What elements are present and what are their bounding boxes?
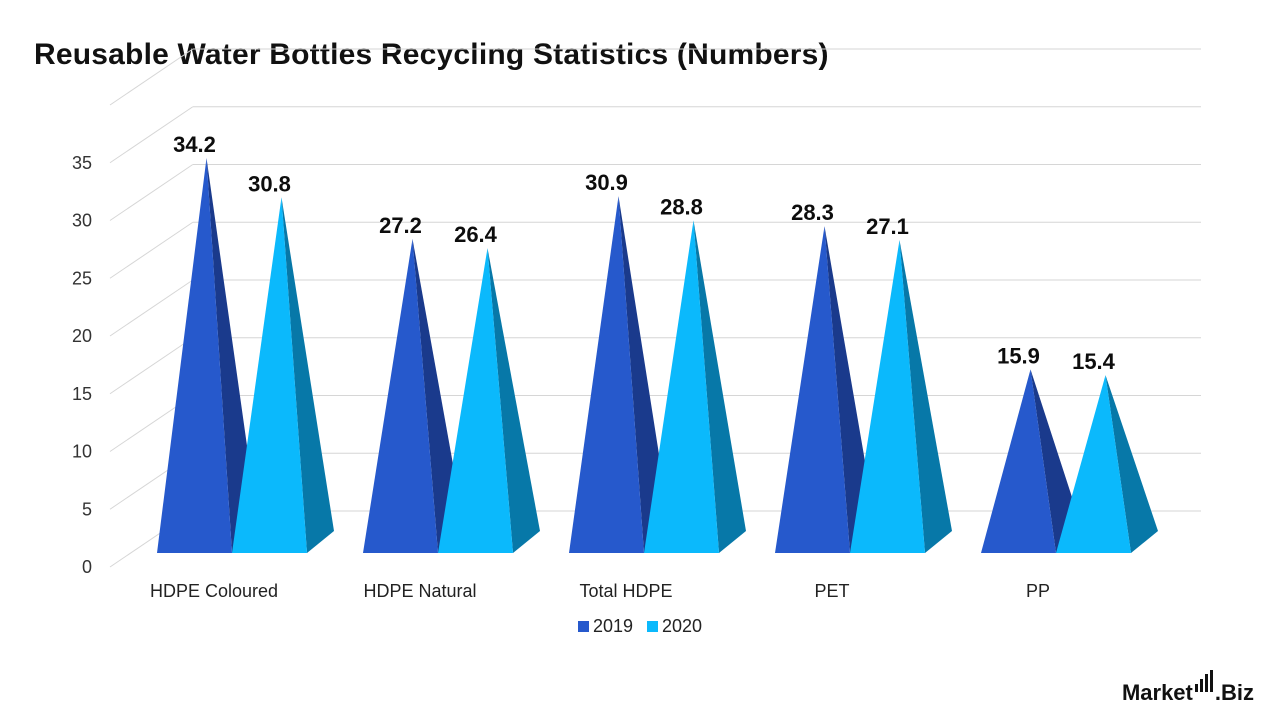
x-tick-label-hdpe-coloured: HDPE Coloured <box>150 581 278 601</box>
gridline-floor-40 <box>109 48 194 106</box>
pyramid-hdpe-coloured-2020: 30.8 <box>232 171 334 553</box>
brand-logo: Market .Biz <box>1122 670 1254 706</box>
pyramid-pp-2020: 15.4 <box>1056 349 1158 553</box>
legend-label-2019: 2019 <box>592 616 633 636</box>
legend-swatch-2020 <box>647 621 658 632</box>
pyramid-front-hdpe-natural-2019 <box>363 238 438 553</box>
legend-item-2019: 2019 <box>577 616 633 637</box>
data-label-pet-2020: 27.1 <box>866 214 909 239</box>
pyramid-side-hdpe-natural-2020 <box>487 248 540 553</box>
data-label-pp-2020: 15.4 <box>1072 349 1116 374</box>
y-tick-label: 0 <box>82 557 92 577</box>
y-tick-label: 20 <box>72 326 92 346</box>
data-label-hdpe-natural-2020: 26.4 <box>454 222 498 247</box>
y-tick-label: 30 <box>72 211 92 231</box>
legend-item-2020: 2020 <box>647 616 702 637</box>
data-label-total-hdpe-2019: 30.9 <box>585 170 628 195</box>
legend: 2019 2020 <box>0 616 1280 637</box>
data-label-pp-2019: 15.9 <box>997 343 1040 368</box>
legend-label-2020: 2020 <box>662 616 703 636</box>
data-label-hdpe-coloured-2019: 34.2 <box>173 132 216 157</box>
gridline-floor-25 <box>109 221 194 279</box>
pyramid-front-hdpe-coloured-2020 <box>232 197 307 553</box>
pyramid-side-pet-2020 <box>899 239 952 553</box>
pyramid-front-pet-2020 <box>850 239 925 553</box>
y-tick-label: 5 <box>82 499 92 519</box>
pyramid-front-total-hdpe-2019 <box>569 196 644 554</box>
chart-title: Reusable Water Bottles Recycling Statist… <box>34 38 829 71</box>
y-tick-label: 25 <box>72 268 92 288</box>
data-label-total-hdpe-2020: 28.8 <box>660 194 703 219</box>
pyramid-front-pp-2020 <box>1056 375 1131 553</box>
pyramid-pet-2020: 27.1 <box>850 214 952 553</box>
gridline-floor-35 <box>109 106 194 164</box>
pyramid-hdpe-natural-2020: 26.4 <box>438 222 540 553</box>
pyramid-total-hdpe-2020: 28.8 <box>644 194 746 554</box>
pyramid-front-hdpe-coloured-2019 <box>157 157 232 554</box>
pyramid-side-total-hdpe-2020 <box>693 220 746 554</box>
x-tick-label-hdpe-natural: HDPE Natural <box>363 581 476 601</box>
data-label-hdpe-coloured-2020: 30.8 <box>248 171 291 196</box>
y-axis: 0 5 10 15 20 25 30 35 <box>72 153 92 577</box>
data-label-pet-2019: 28.3 <box>791 200 834 225</box>
pyramid-front-total-hdpe-2020 <box>644 220 719 554</box>
x-axis: HDPE Coloured HDPE Natural Total HDPE PET PP <box>150 581 1050 601</box>
legend-swatch-2019 <box>577 621 589 632</box>
x-tick-label-total-hdpe: Total HDPE <box>579 581 672 601</box>
y-tick-label: 10 <box>72 442 92 462</box>
pyramid-front-pp-2019 <box>981 369 1056 553</box>
brand-bars-icon <box>1194 670 1213 692</box>
pyramid-side-pp-2020 <box>1105 375 1158 553</box>
pyramid-front-hdpe-natural-2020 <box>438 248 513 553</box>
chart-marks: 34.2 30.8 27.2 26.4 30.9 28.8 28.3 27.1 15.9 15.4 <box>157 132 1158 554</box>
pyramid-front-pet-2019 <box>775 226 850 553</box>
data-label-hdpe-natural-2019: 27.2 <box>379 213 422 238</box>
y-tick-label: 35 <box>72 153 92 173</box>
x-tick-label-pp: PP <box>1026 581 1050 601</box>
x-tick-label-pet: PET <box>814 581 849 601</box>
gridline-floor-15 <box>109 337 194 395</box>
pyramid-side-hdpe-coloured-2020 <box>281 197 334 553</box>
gridline-floor-30 <box>109 164 194 221</box>
gridline-floor-20 <box>109 279 194 337</box>
brand-name: Market <box>1121 680 1193 705</box>
y-tick-label: 15 <box>72 384 92 404</box>
brand-suffix: .Biz <box>1214 680 1254 705</box>
